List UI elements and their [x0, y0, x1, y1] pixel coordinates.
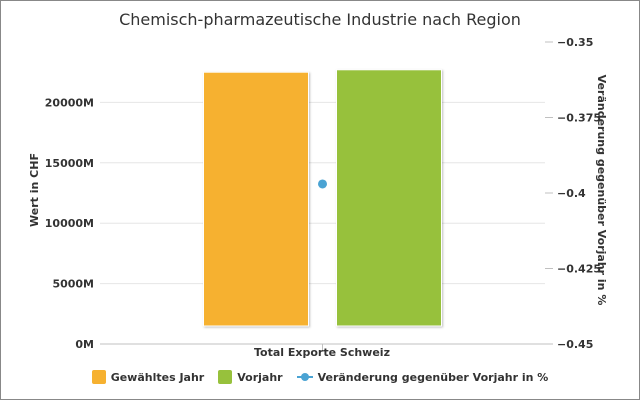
y-right-tick-label: −0.45 — [557, 338, 593, 351]
y-right-tick-label: −0.35 — [557, 36, 593, 49]
legend-label-gewaehltes-jahr: Gewähltes Jahr — [110, 370, 205, 384]
legend: Gewähltes Jahr Vorjahr Veränderung gegen… — [0, 370, 640, 384]
y-right-tick-label: −0.375 — [557, 112, 601, 125]
legend-swatch-gewaehltes-jahr — [91, 370, 106, 384]
legend-item-gewaehltes-jahr[interactable]: Gewähltes Jahr — [91, 370, 205, 384]
legend-swatch-vorjahr — [218, 370, 233, 384]
y-left-tick-label: 10000M — [45, 217, 94, 230]
bar-vorjahr[interactable] — [336, 69, 442, 327]
chart-title: Chemisch-pharmazeutische Industrie nach … — [119, 10, 521, 29]
y-axis-right-title: Veränderung gegenüber Vorjahr in % — [595, 75, 608, 306]
points — [318, 179, 327, 189]
y-axis-left-title: Wert in CHF — [28, 153, 41, 227]
y-left-tick-label: 20000M — [45, 96, 94, 109]
y-right-tick-label: −0.425 — [557, 263, 601, 276]
bars — [203, 69, 442, 327]
x-category-label: Total Exporte Schweiz — [254, 346, 390, 359]
bar-gewaehltes-jahr[interactable] — [203, 71, 309, 327]
y-right-tick-label: −0.4 — [557, 187, 586, 200]
axes: 0M 5000M 10000M 15000M 20000M −0.45 −0.425 −0.4… — [45, 36, 601, 351]
legend-marker-veraenderung — [296, 372, 313, 382]
legend-item-vorjahr[interactable]: Vorjahr — [218, 370, 283, 384]
legend-label-vorjahr: Vorjahr — [237, 370, 283, 384]
y-left-tick-label: 5000M — [52, 278, 94, 291]
legend-label-veraenderung: Veränderung gegenüber Vorjahr in % — [317, 370, 549, 384]
legend-item-veraenderung[interactable]: Veränderung gegenüber Vorjahr in % — [296, 370, 549, 384]
y-left-tick-label: 15000M — [45, 157, 94, 170]
y-left-tick-label: 0M — [75, 338, 94, 351]
grid — [100, 101, 545, 285]
point-veraenderung[interactable] — [318, 179, 327, 189]
